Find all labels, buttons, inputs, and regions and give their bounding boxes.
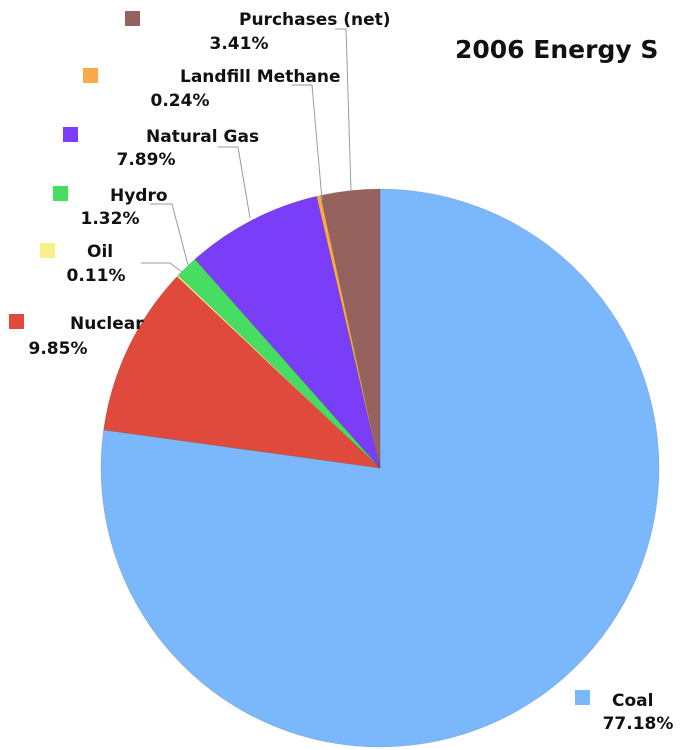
- slice-value-label: 1.32%: [81, 209, 140, 229]
- legend-swatch-coal: [575, 690, 590, 705]
- slice-labels: Coal 77.18% Nuclear 9.85% Oil 0.11% Hydro 1.32%…: [9, 10, 673, 734]
- slice-name-label: Coal: [612, 691, 653, 711]
- pie-slices: [100, 188, 660, 748]
- legend-swatch-natural-gas: [63, 127, 78, 142]
- leader-line-hydro: [150, 203, 189, 266]
- pie-slice-natural-gas: [194, 195, 381, 469]
- legend-swatch-hydro: [53, 186, 68, 201]
- leader-line-purchases-net: [335, 28, 352, 192]
- slice-name-label: Purchases (net): [239, 10, 391, 30]
- slice-name-label: Natural Gas: [146, 127, 259, 147]
- slice-name-label: Oil: [87, 242, 113, 262]
- leader-lines: [141, 28, 352, 273]
- pie-slice-landfill-methane: [316, 195, 381, 469]
- pie-slice-coal: [100, 188, 660, 748]
- slice-value-label: 9.85%: [29, 339, 88, 359]
- slice-name-label: Nuclear: [70, 314, 144, 334]
- slice-value-label: 7.89%: [117, 150, 176, 170]
- slice-value-label: 0.11%: [67, 266, 126, 286]
- slice-value-label: 0.24%: [151, 91, 210, 111]
- leader-line-oil: [141, 262, 183, 273]
- pie-slice-purchases-net: [320, 188, 381, 469]
- pie-slice-nuclear: [103, 276, 381, 469]
- leader-line-natural-gas: [218, 146, 251, 219]
- slice-name-label: Hydro: [110, 186, 168, 206]
- legend-swatch-oil: [40, 243, 55, 258]
- slice-name-label: Landfill Methane: [180, 67, 341, 87]
- pie-slice-oil: [176, 274, 381, 469]
- leader-line-landfill-methane: [292, 84, 323, 201]
- legend-swatch-landfill-methane: [83, 68, 98, 83]
- legend-swatch-purchases-net: [125, 11, 140, 26]
- legend-swatch-nuclear: [9, 314, 24, 329]
- slice-value-label: 3.41%: [210, 34, 269, 54]
- pie-slice-hydro: [177, 258, 381, 469]
- chart-title: 2006 Energy S: [455, 35, 658, 64]
- slice-value-label: 77.18%: [603, 714, 674, 734]
